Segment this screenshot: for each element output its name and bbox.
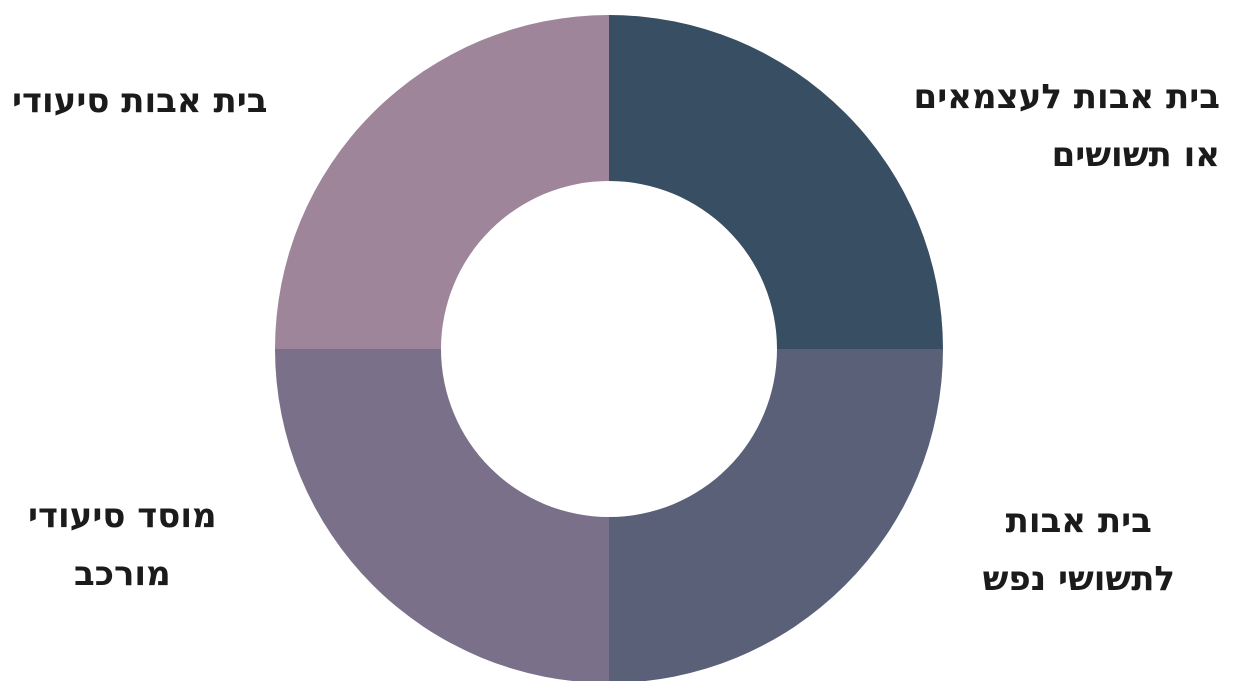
label-independent-or-frail-line1: בית אבות לעצמאים: [913, 77, 1220, 117]
label-mentally-frail-line2: לתשושי נפש: [982, 559, 1175, 599]
label-complex-nursing-line2: מורכב: [73, 554, 171, 594]
slice-independent-or-frail: [609, 15, 943, 349]
slice-mentally-frail: [609, 349, 943, 681]
label-mentally-frail-line1: בית אבות: [1005, 501, 1152, 541]
label-complex-nursing: מוסד סיעודי מורכב: [28, 487, 217, 603]
label-complex-nursing-line1: מוסד סיעודי: [28, 496, 217, 536]
slice-complex-nursing: [275, 349, 609, 681]
label-nursing-home-line1: בית אבות סיעודי: [12, 81, 268, 121]
label-independent-or-frail-line2: או תשושים: [1051, 135, 1220, 175]
donut-slices: [275, 15, 943, 681]
label-mentally-frail: בית אבות לתשושי נפש: [983, 492, 1175, 608]
label-independent-or-frail: בית אבות לעצמאים או תשושים: [914, 68, 1220, 184]
label-nursing-home: בית אבות סיעודי: [12, 72, 267, 130]
slice-nursing-home: [275, 15, 609, 349]
